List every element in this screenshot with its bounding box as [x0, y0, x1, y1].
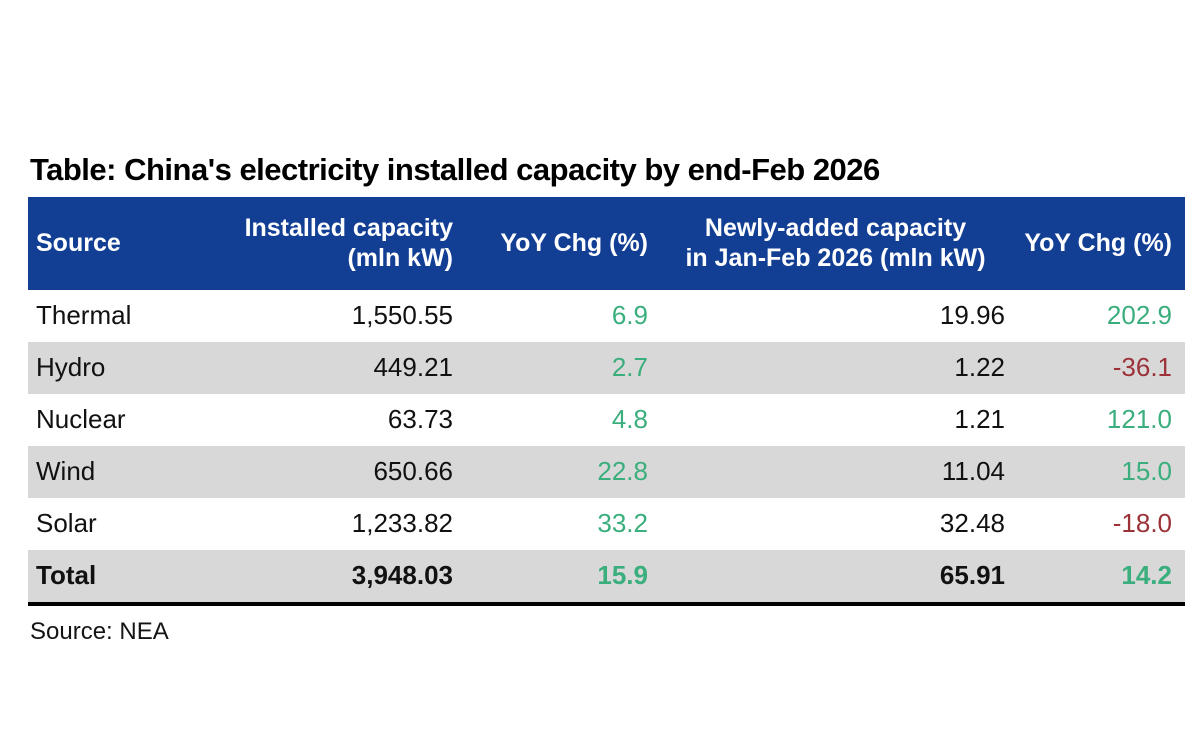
source-note: Source: NEA	[30, 617, 169, 645]
table-row-hydro: Hydro 449.21 2.7 1.22 -36.1	[28, 341, 1185, 394]
cell-yoy-added: 15.0	[1121, 456, 1172, 487]
cell-yoy-installed: 2.7	[611, 352, 648, 383]
table-row-solar: Solar 1,233.82 33.2 32.48 -18.0	[28, 497, 1185, 550]
header-source: Source	[36, 228, 121, 257]
cell-newly-added: 11.04	[941, 456, 1005, 487]
cell-yoy-installed: 22.8	[597, 456, 648, 487]
cell-installed-capacity: 1,233.82	[351, 508, 453, 539]
cell-source: Thermal	[36, 300, 132, 331]
cell-installed-capacity: 1,550.55	[351, 300, 453, 331]
cell-source: Hydro	[36, 352, 106, 383]
cell-yoy-installed: 6.9	[611, 300, 648, 331]
cell-installed-capacity: 63.73	[387, 404, 453, 435]
cell-yoy-installed: 15.9	[597, 560, 648, 591]
cell-installed-capacity: 449.21	[373, 352, 453, 383]
cell-installed-capacity: 3,948.03	[351, 560, 453, 591]
header-yoy-installed: YoY Chg (%)	[500, 228, 648, 257]
cell-newly-added: 19.96	[939, 300, 1005, 331]
header-yoy-added: YoY Chg (%)	[1024, 228, 1172, 257]
table-row-total: Total 3,948.03 15.9 65.91 14.2	[28, 549, 1185, 602]
table-header-row: Source Installed capacity (mln kW) YoY C…	[28, 196, 1185, 290]
table-row-nuclear: Nuclear 63.73 4.8 1.21 121.0	[28, 393, 1185, 446]
cell-source: Total	[36, 560, 97, 591]
table-row-wind: Wind 650.66 22.8 11.04 15.0	[28, 445, 1185, 498]
cell-source: Solar	[36, 508, 97, 539]
cell-yoy-added: 14.2	[1121, 560, 1172, 591]
table-row-thermal: Thermal 1,550.55 6.9 19.96 202.9	[28, 289, 1185, 342]
cell-yoy-added: -18.0	[1112, 508, 1172, 539]
cell-yoy-added: 121.0	[1106, 404, 1172, 435]
cell-source: Nuclear	[36, 404, 126, 435]
cell-source: Wind	[36, 456, 96, 487]
capacity-table: Source Installed capacity (mln kW) YoY C…	[28, 196, 1185, 606]
header-newly-added: Newly-added capacity in Jan-Feb 2026 (ml…	[685, 213, 986, 273]
cell-newly-added: 1.22	[954, 352, 1005, 383]
cell-newly-added: 1.21	[954, 404, 1005, 435]
cell-newly-added: 65.91	[939, 560, 1005, 591]
table-title: Table: China's electricity installed cap…	[30, 152, 880, 187]
cell-yoy-installed: 4.8	[611, 404, 648, 435]
cell-installed-capacity: 650.66	[373, 456, 453, 487]
cell-yoy-installed: 33.2	[597, 508, 648, 539]
cell-newly-added: 32.48	[939, 508, 1005, 539]
header-installed-capacity: Installed capacity (mln kW)	[244, 213, 453, 273]
cell-yoy-added: 202.9	[1106, 300, 1172, 331]
cell-yoy-added: -36.1	[1112, 352, 1172, 383]
